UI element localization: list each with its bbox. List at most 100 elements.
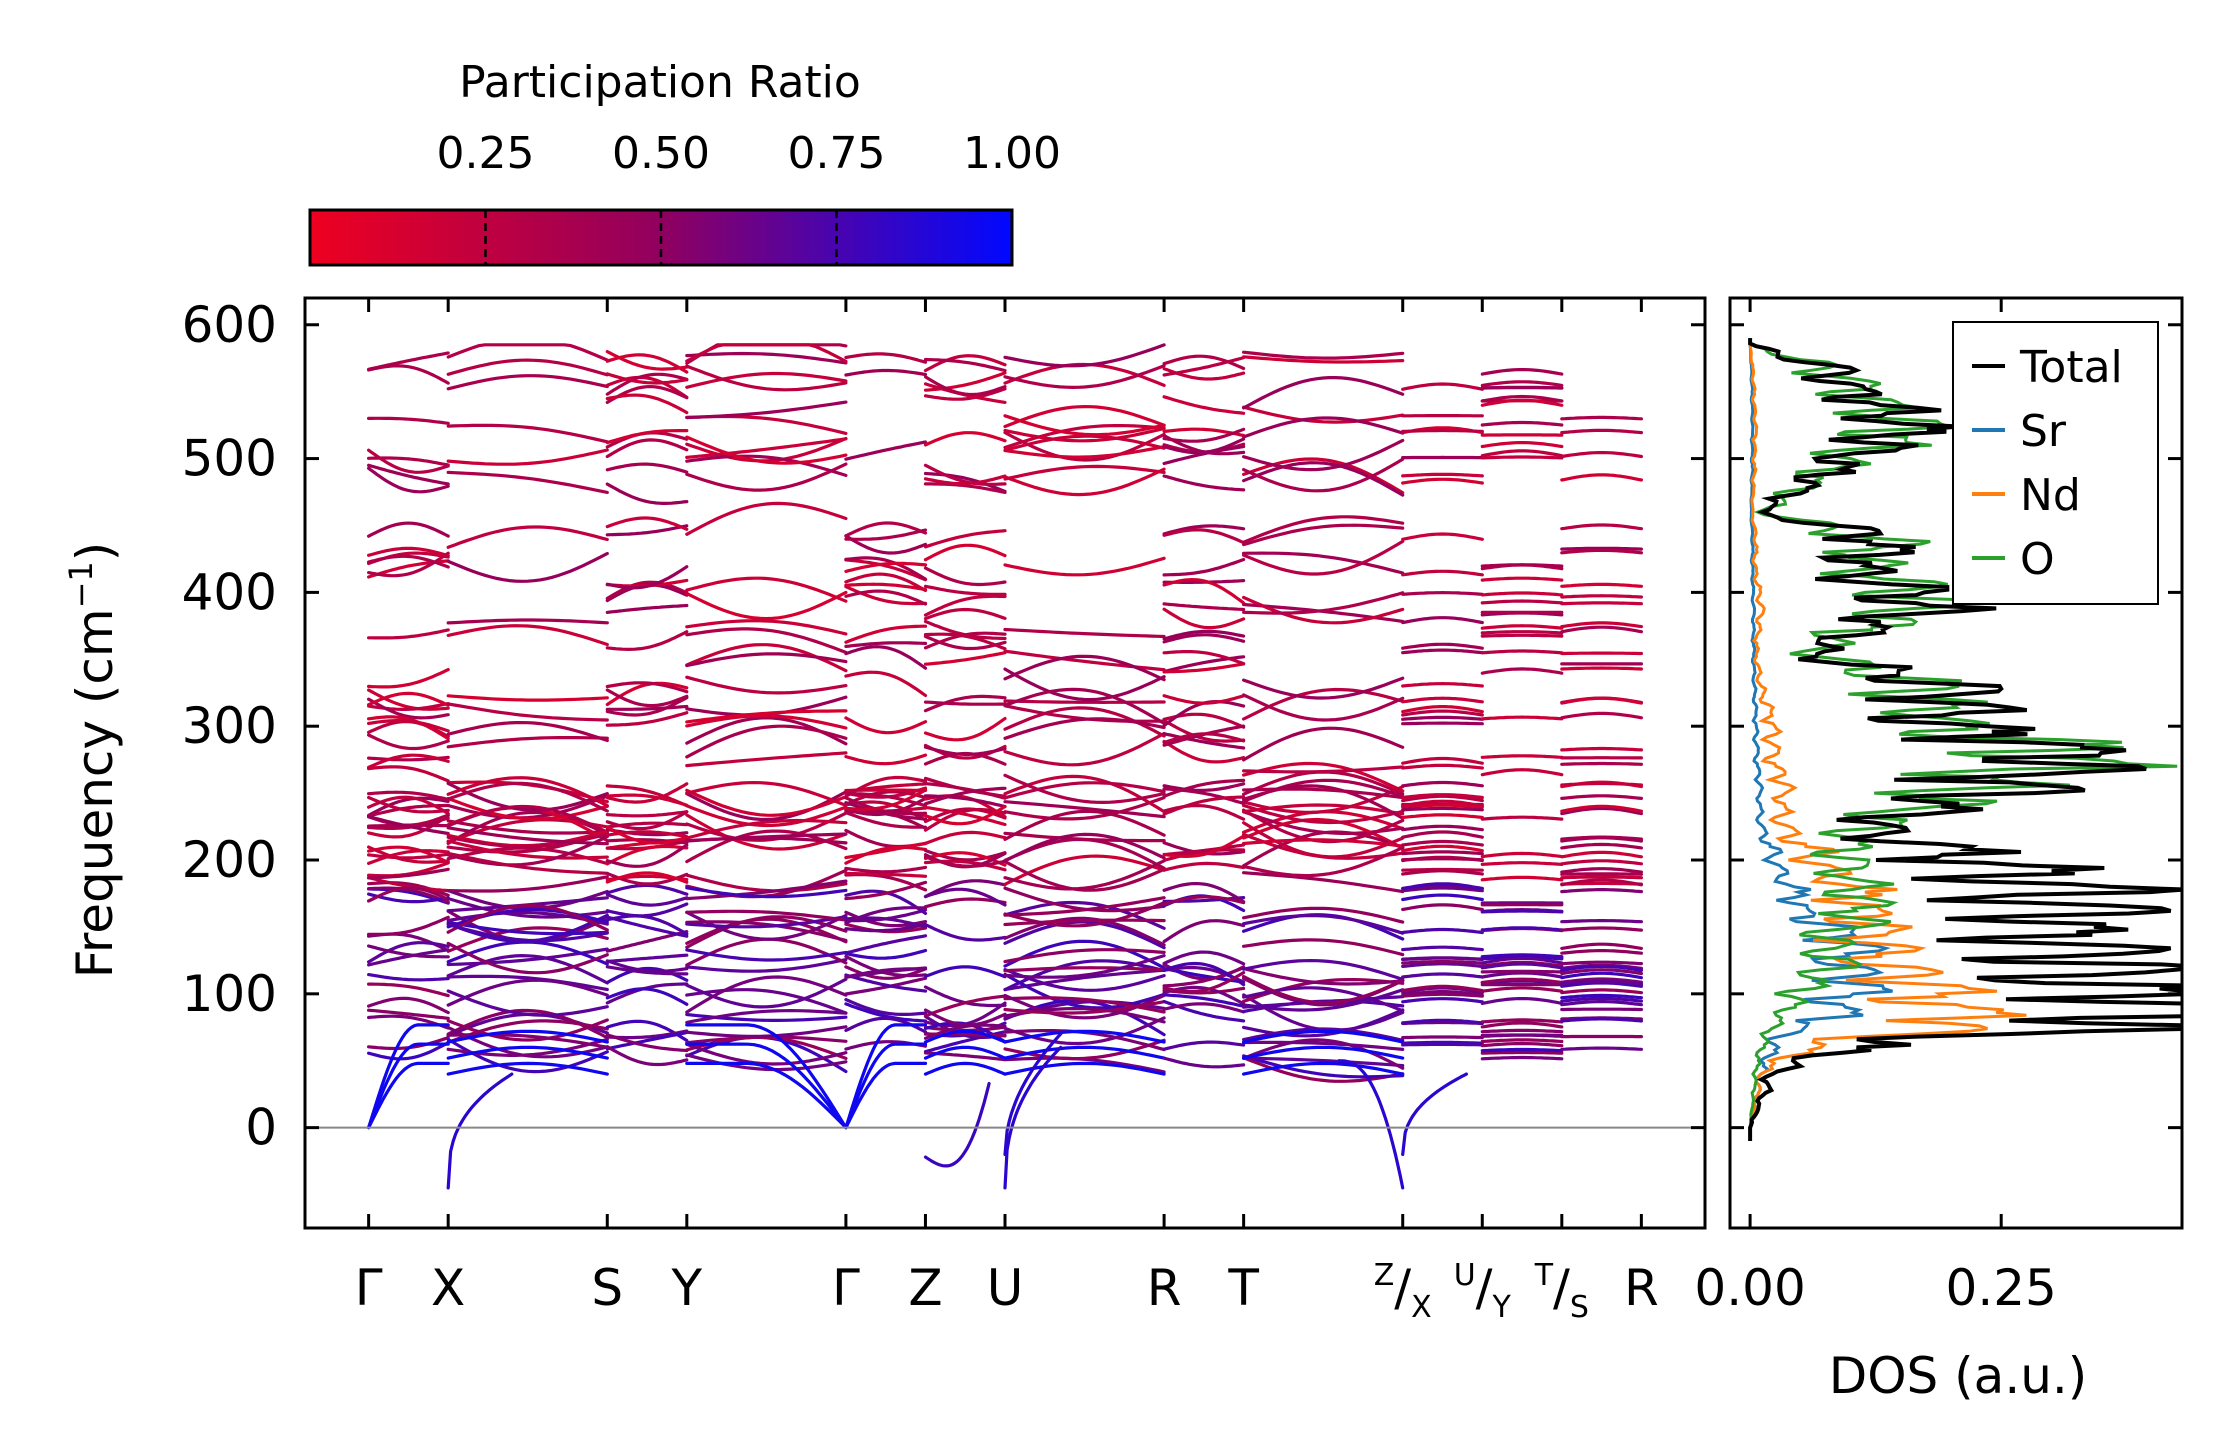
phonon-band xyxy=(1162,732,1246,745)
phonon-band xyxy=(923,923,1007,942)
phonon-band xyxy=(844,965,928,980)
phonon-band xyxy=(1401,869,1484,876)
phonon-band xyxy=(844,998,928,1016)
phonon-band xyxy=(1401,997,1484,1004)
phonon-band xyxy=(923,431,1007,447)
legend-label: O xyxy=(2020,534,2055,585)
phonon-band xyxy=(367,982,450,998)
phonon-band xyxy=(923,584,1007,596)
phonon-band xyxy=(446,989,609,1017)
phonon-band xyxy=(1242,595,1405,625)
phonon-band xyxy=(1401,984,1484,993)
phonon-band xyxy=(1242,871,1405,894)
phonon-band xyxy=(1242,913,1405,935)
phonon-band xyxy=(1003,731,1166,767)
phonon-band xyxy=(446,941,609,975)
phonon-band xyxy=(367,628,450,640)
x-tick-label-bottom: Y xyxy=(1492,1290,1512,1325)
phonon-band xyxy=(923,805,1007,827)
phonon-band xyxy=(1242,803,1405,816)
phonon-band xyxy=(1560,960,1643,966)
phonon-band xyxy=(605,1030,689,1051)
phonon-band xyxy=(1242,515,1405,544)
phonon-band xyxy=(1560,794,1643,800)
phonon-band xyxy=(446,819,609,835)
band-y-axis-label: Frequency (cm−1) xyxy=(62,542,124,979)
phonon-band xyxy=(446,343,609,362)
phonon-band xyxy=(1480,630,1564,635)
y-tick-label: 600 xyxy=(182,296,277,354)
phonon-band xyxy=(1480,969,1564,974)
dos-x-axis-label: DOS (a.u.) xyxy=(1829,1347,2088,1405)
phonon-band xyxy=(446,624,609,647)
phonon-band xyxy=(844,967,928,979)
phonon-band xyxy=(367,521,450,538)
phonon-band xyxy=(1560,842,1643,850)
phonon-band xyxy=(605,1033,689,1053)
phonon-band xyxy=(1242,845,1405,878)
phonon-band xyxy=(1401,893,1484,902)
phonon-band xyxy=(1162,971,1246,994)
phonon-band xyxy=(923,786,1007,806)
phonon-band xyxy=(1003,948,1166,964)
colorbar: Participation Ratio 0.25 0.50 0.75 1.00 xyxy=(308,57,1061,267)
phonon-band xyxy=(1242,376,1405,410)
phonon-band xyxy=(685,454,848,477)
phonon-band xyxy=(1003,627,1166,639)
phonon-band xyxy=(1242,350,1405,360)
phonon-band xyxy=(605,825,689,845)
phonon-band xyxy=(1480,368,1564,376)
phonon-band xyxy=(1560,548,1643,555)
phonon-band xyxy=(1560,859,1643,866)
phonon-band xyxy=(446,551,609,583)
phonon-band xyxy=(1003,968,1166,992)
phonon-band xyxy=(1162,1002,1246,1014)
phonon-band xyxy=(1560,625,1643,634)
phonon-band xyxy=(923,594,1007,617)
phonon-band xyxy=(1401,709,1484,717)
x-tick-label-slash: / xyxy=(1394,1259,1411,1317)
phonon-band xyxy=(844,753,928,766)
phonon-band xyxy=(1401,857,1484,862)
phonon-band xyxy=(685,788,848,817)
x-tick-label: U/Y xyxy=(1454,1258,1512,1325)
colorbar-tick-label: 0.75 xyxy=(788,128,886,179)
phonon-band xyxy=(1242,523,1405,547)
phonon-band xyxy=(1560,601,1643,606)
phonon-band xyxy=(605,704,689,711)
phonon-band xyxy=(1560,594,1643,599)
x-tick-label-bottom: X xyxy=(1411,1290,1432,1325)
phonon-band xyxy=(446,920,609,936)
phonon-band xyxy=(923,471,1007,493)
phonon-band xyxy=(923,375,1007,397)
phonon-band xyxy=(1242,355,1405,364)
phonon-band xyxy=(923,357,1007,373)
phonon-band xyxy=(446,781,609,813)
soft-mode-band xyxy=(923,1081,991,1168)
phonon-band xyxy=(844,572,928,593)
soft-mode-band xyxy=(1003,1032,1063,1156)
phonon-band xyxy=(446,875,609,893)
phonon-band xyxy=(1560,415,1643,421)
phonon-band xyxy=(1560,761,1643,766)
phonon-band xyxy=(1162,650,1246,666)
legend-label: Sr xyxy=(2020,406,2067,457)
colorbar-title: Participation Ratio xyxy=(459,57,861,108)
phonon-band xyxy=(923,716,1007,742)
phonon-band xyxy=(1401,477,1484,485)
phonon-band xyxy=(1003,781,1166,800)
acoustic-band xyxy=(1242,1029,1405,1044)
phonon-band xyxy=(1480,599,1564,605)
phonon-band xyxy=(1480,754,1564,759)
phonon-band xyxy=(844,948,928,960)
phonon-band xyxy=(685,364,848,392)
phonon-band xyxy=(1560,746,1643,752)
phonon-band xyxy=(1003,431,1166,462)
phonon-band xyxy=(367,719,450,739)
phonon-band xyxy=(923,651,1007,666)
acoustic-band xyxy=(923,1045,1007,1060)
y-tick-label: 300 xyxy=(182,697,277,755)
phonon-band xyxy=(1242,1038,1405,1070)
phonon-band xyxy=(1560,968,1643,976)
phonon-band xyxy=(1401,806,1484,812)
